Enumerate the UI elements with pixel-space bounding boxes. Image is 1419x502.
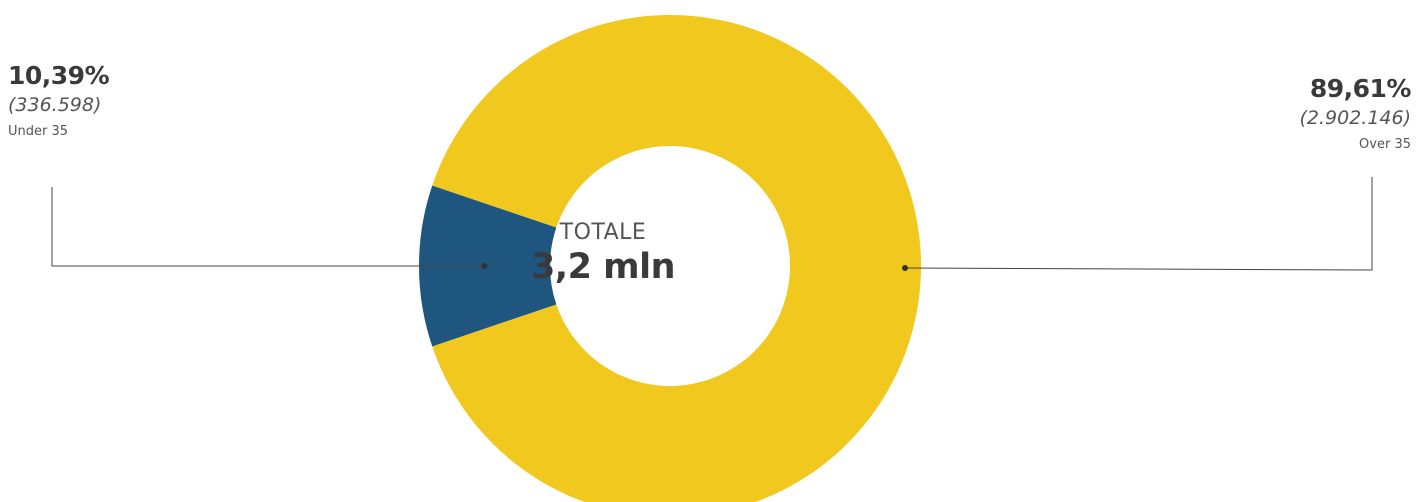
leader-dot-over35 [902, 265, 908, 271]
percent-label-over35: 89,61% [1309, 74, 1412, 103]
slice-under35 [419, 185, 557, 347]
count-label-under35: (336.598) [8, 93, 102, 116]
donut-slices [419, 15, 922, 502]
percent-label-under35: 10,39% [8, 61, 110, 90]
label-over35: 89,61% (2.902.146) Over 35 [1299, 74, 1412, 153]
label-under35: 10,39% (336.598) Under 35 [8, 61, 110, 140]
center-total-label: TOTALE [559, 220, 647, 245]
category-label-over35: Over 35 [1359, 136, 1411, 152]
count-label-over35: (2.902.146) [1299, 106, 1411, 129]
leader-line-under35 [51, 187, 485, 267]
leader-dot-under35 [481, 263, 488, 269]
donut-center: TOTALE 3,2 mln [513, 220, 693, 287]
leader-line-over35 [904, 177, 1373, 271]
slice-over35 [432, 15, 922, 502]
leader-lines [51, 177, 1373, 271]
center-total-value: 3,2 mln [530, 247, 676, 287]
category-label-under35: Under 35 [8, 123, 69, 139]
